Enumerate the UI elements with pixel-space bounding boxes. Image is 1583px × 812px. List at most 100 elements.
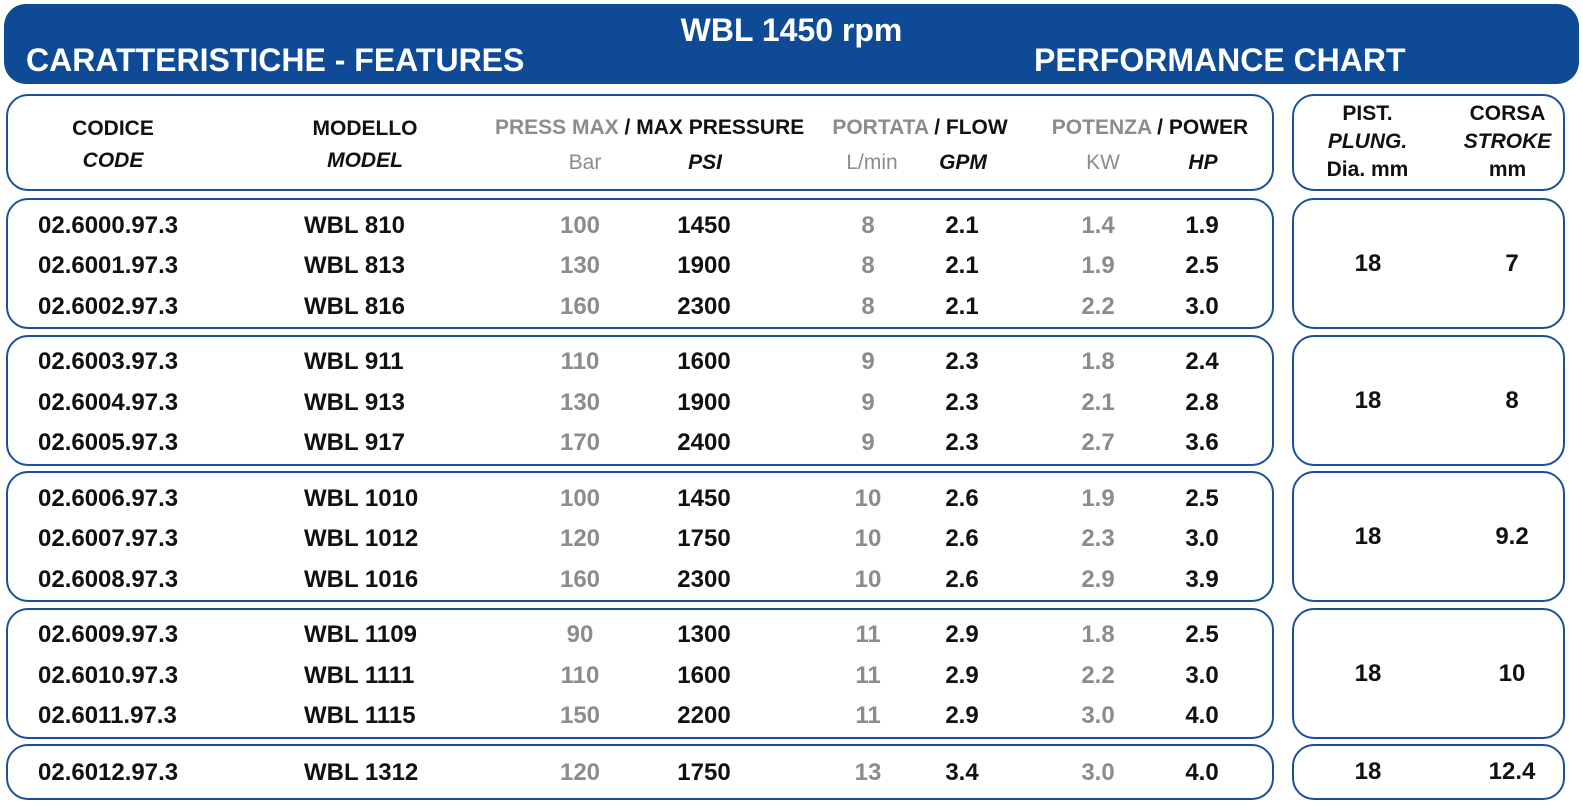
cell-model: WBL 810 [304, 212, 405, 239]
table-header [6, 94, 1274, 191]
cell-psi: 1600 [677, 662, 731, 689]
cell-model: WBL 816 [304, 293, 405, 320]
cell-model: WBL 1111 [304, 662, 415, 689]
cell-model: WBL 911 [304, 348, 404, 375]
stroke-mm: 8 [1505, 386, 1519, 414]
cell-kw: 2.2 [1081, 293, 1115, 320]
cell-lmin: 9 [861, 429, 875, 456]
cell-bar: 130 [559, 252, 601, 279]
header-stroke-unit: mm [1488, 158, 1527, 181]
cell-gpm: 2.3 [945, 348, 979, 375]
cell-psi: 1300 [677, 621, 731, 648]
cell-code: 02.6010.97.3 [38, 662, 179, 689]
header-gpm: GPM [939, 151, 987, 174]
performance-title: PERFORMANCE CHART [1034, 42, 1406, 78]
cell-gpm: 2.1 [945, 252, 979, 279]
cell-bar: 160 [559, 566, 601, 593]
cell-model: WBL 913 [304, 389, 405, 416]
cell-gpm: 2.6 [945, 485, 979, 512]
cell-hp: 4.0 [1185, 759, 1219, 786]
cell-gpm: 2.9 [945, 702, 979, 729]
cell-psi: 1450 [677, 212, 731, 239]
group-box [6, 471, 1274, 602]
cell-psi: 2300 [677, 566, 731, 593]
header-plunger-en: PLUNG. [1327, 130, 1408, 153]
cell-hp: 3.0 [1185, 525, 1219, 552]
stroke-mm: 9.2 [1495, 522, 1529, 550]
cell-kw: 1.9 [1081, 252, 1115, 279]
cell-hp: 1.9 [1185, 212, 1219, 239]
cell-lmin: 8 [861, 293, 875, 320]
cell-lmin: 9 [861, 348, 875, 375]
cell-kw: 2.3 [1081, 525, 1115, 552]
cell-lmin: 10 [854, 566, 882, 593]
cell-bar: 110 [560, 348, 600, 375]
group-side-box [1292, 744, 1565, 800]
plunger-dia: 18 [1354, 386, 1382, 414]
cell-gpm: 3.4 [945, 759, 979, 786]
cell-gpm: 2.3 [945, 389, 979, 416]
cell-kw: 1.4 [1081, 212, 1115, 239]
cell-kw: 2.7 [1081, 429, 1115, 456]
cell-psi: 1750 [677, 525, 731, 552]
cell-lmin: 10 [854, 525, 882, 552]
cell-code: 02.6002.97.3 [38, 293, 179, 320]
cell-model: WBL 1010 [304, 485, 419, 512]
page-title: WBL 1450 rpm [680, 12, 903, 48]
header-code: CODICE [72, 117, 154, 140]
cell-bar: 100 [559, 212, 601, 239]
cell-lmin: 8 [861, 212, 875, 239]
cell-bar: 170 [559, 429, 601, 456]
group-box [6, 335, 1274, 466]
cell-gpm: 2.6 [945, 525, 979, 552]
cell-bar: 100 [559, 485, 601, 512]
group-box [6, 744, 1274, 800]
plunger-dia: 18 [1354, 758, 1382, 785]
header-lmin: L/min [846, 151, 898, 174]
cell-psi: 1900 [677, 252, 731, 279]
cell-kw: 2.1 [1081, 389, 1115, 416]
cell-lmin: 13 [854, 759, 882, 786]
header-stroke-en: STROKE [1463, 130, 1552, 153]
header-model-en: MODEL [327, 149, 403, 172]
header-plunger-unit: Dia. mm [1326, 158, 1409, 181]
cell-psi: 1600 [677, 348, 731, 375]
header-model: MODELLO [312, 117, 418, 140]
cell-code: 02.6008.97.3 [38, 566, 179, 593]
cell-bar: 110 [560, 662, 600, 689]
cell-code: 02.6007.97.3 [38, 525, 179, 552]
group-box [6, 198, 1274, 329]
plunger-dia: 18 [1354, 249, 1382, 277]
group-box [6, 608, 1274, 739]
cell-bar: 90 [566, 621, 594, 648]
cell-hp: 3.0 [1185, 293, 1219, 320]
cell-psi: 2200 [677, 702, 731, 729]
header-flow: PORTATA / FLOW [832, 116, 1008, 139]
stroke-mm: 10 [1498, 659, 1526, 687]
cell-code: 02.6012.97.3 [38, 759, 179, 786]
cell-hp: 2.4 [1185, 348, 1219, 375]
cell-code: 02.6009.97.3 [38, 621, 179, 648]
cell-kw: 3.0 [1081, 702, 1115, 729]
cell-bar: 120 [559, 759, 601, 786]
cell-hp: 2.5 [1185, 252, 1219, 279]
cell-psi: 1750 [677, 759, 731, 786]
cell-code: 02.6005.97.3 [38, 429, 179, 456]
cell-kw: 3.0 [1081, 759, 1115, 786]
cell-hp: 3.9 [1185, 566, 1219, 593]
cell-gpm: 2.3 [945, 429, 979, 456]
header-stroke: CORSA [1469, 102, 1546, 125]
header-power: POTENZA / POWER [1051, 116, 1249, 139]
cell-code: 02.6003.97.3 [38, 348, 179, 375]
stroke-mm: 7 [1505, 249, 1519, 277]
cell-bar: 130 [559, 389, 601, 416]
group-side-box [1292, 608, 1565, 739]
cell-model: WBL 1109 [304, 621, 417, 648]
cell-kw: 1.8 [1081, 348, 1115, 375]
cell-psi: 2300 [677, 293, 731, 320]
cell-hp: 2.8 [1185, 389, 1219, 416]
header-plunger: PIST. [1342, 102, 1393, 125]
cell-lmin: 8 [861, 252, 875, 279]
cell-lmin: 9 [861, 389, 875, 416]
cell-lmin: 11 [855, 702, 881, 729]
